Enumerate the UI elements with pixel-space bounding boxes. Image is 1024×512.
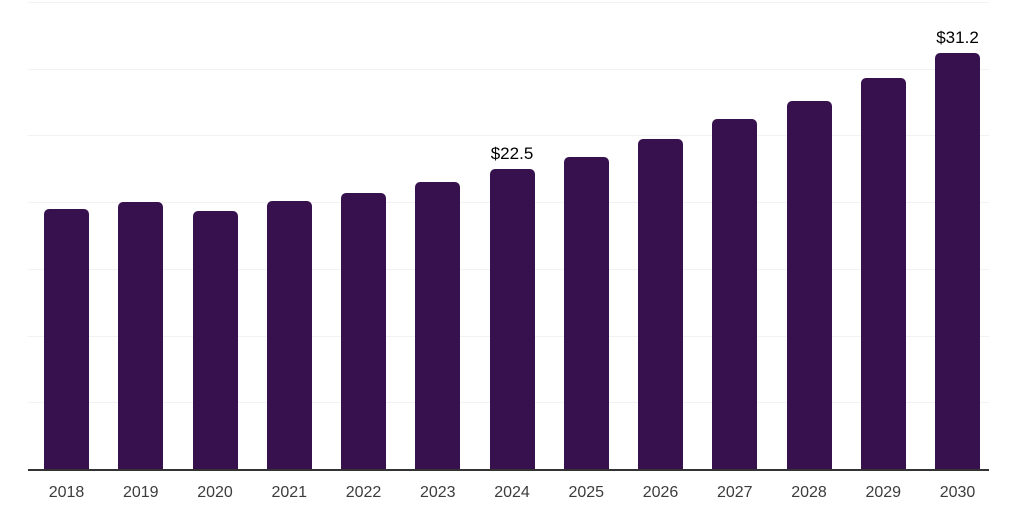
bar-2020	[192, 211, 238, 469]
x-tick-2020: 2020	[197, 484, 233, 501]
x-tick-2029: 2029	[865, 484, 902, 501]
bar-2030	[935, 52, 980, 469]
bar-2029	[860, 78, 906, 469]
gridline	[28, 68, 989, 70]
bar-2027	[712, 119, 758, 469]
bar-2024	[489, 168, 535, 469]
plot-area: $22.5 $31.2	[28, 2, 989, 471]
x-tick-2027: 2027	[716, 484, 753, 501]
bar-2018	[44, 208, 89, 469]
x-tick-2021: 2021	[271, 484, 308, 501]
x-tick-2019: 2019	[122, 484, 159, 501]
bar-2026	[638, 139, 683, 469]
gridline	[28, 135, 989, 137]
bar-2022	[341, 192, 386, 469]
x-tick-2028: 2028	[791, 484, 827, 501]
gridline	[28, 2, 989, 3]
x-tick-2024: 2024	[494, 484, 530, 501]
x-tick-2030: 2030	[939, 484, 976, 501]
bar-2028	[786, 100, 832, 469]
x-tick-2018: 2018	[48, 484, 85, 501]
x-axis-labels: 2018 2019 2020 2021 2022 2023 2024 2025 2026 2027…	[28, 483, 989, 505]
bar-2023	[415, 182, 461, 469]
data-label-2030: $31.2	[936, 27, 979, 47]
x-tick-2023: 2023	[419, 484, 456, 501]
bar-2019	[118, 202, 164, 469]
x-tick-2025: 2025	[568, 484, 605, 501]
x-tick-2026: 2026	[642, 484, 679, 501]
bar-2021	[266, 200, 312, 469]
data-label-2024: $22.5	[490, 143, 534, 163]
x-tick-2022: 2022	[345, 484, 382, 501]
bar-2025	[563, 156, 609, 469]
